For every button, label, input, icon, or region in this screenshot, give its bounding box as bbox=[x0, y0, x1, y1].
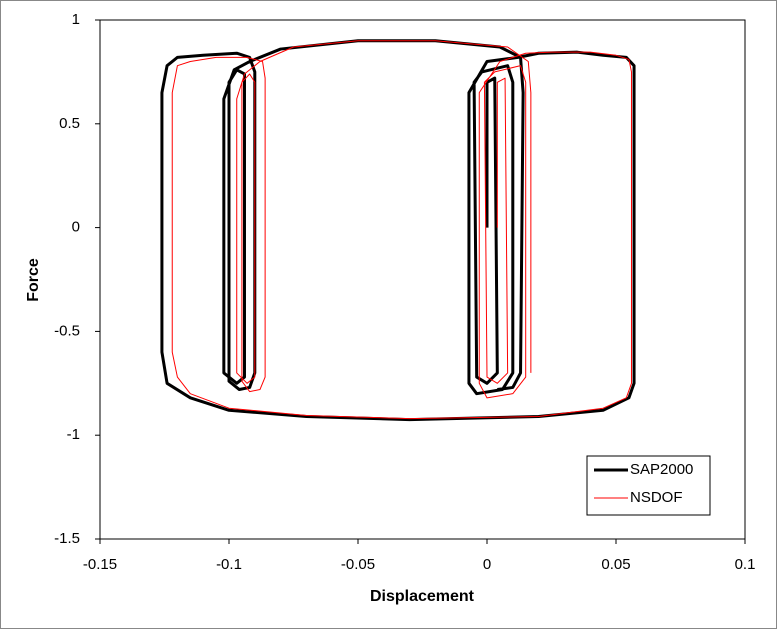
x-tick-label: -0.1 bbox=[216, 556, 242, 573]
y-tick-label: 1 bbox=[72, 11, 80, 28]
legend-label: NSDOF bbox=[630, 489, 683, 506]
x-tick-label: 0 bbox=[483, 556, 491, 573]
y-tick-label: -0.5 bbox=[54, 322, 80, 339]
y-tick-label: 0 bbox=[72, 219, 80, 236]
series-line bbox=[171, 40, 632, 420]
y-tick-label: -1.5 bbox=[54, 530, 80, 547]
x-tick-label: -0.05 bbox=[341, 556, 375, 573]
series-line bbox=[160, 39, 636, 422]
x-tick-label: 0.05 bbox=[601, 556, 630, 573]
x-axis-title: Displacement bbox=[370, 588, 475, 605]
x-tick-label: -0.15 bbox=[83, 556, 117, 573]
plot-area bbox=[99, 19, 746, 540]
legend bbox=[586, 455, 711, 516]
y-tick-label: 0.5 bbox=[59, 115, 80, 132]
x-tick-label: 0.1 bbox=[735, 556, 756, 573]
legend-label: SAP2000 bbox=[630, 461, 693, 478]
y-axis-title: Force bbox=[25, 258, 42, 302]
y-tick-label: -1 bbox=[67, 426, 80, 443]
